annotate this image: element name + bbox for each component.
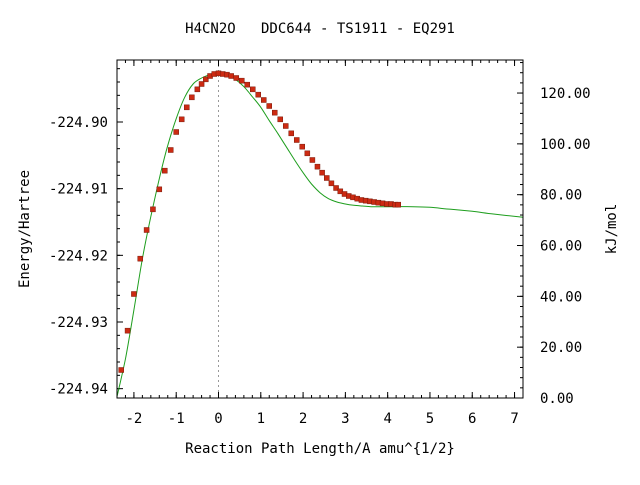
irc-point	[314, 163, 321, 170]
irc-point	[266, 103, 272, 109]
irc-point	[178, 116, 185, 123]
irc-point	[150, 206, 156, 213]
irc-point	[194, 86, 201, 93]
irc-point	[124, 327, 131, 334]
irc-point	[309, 157, 316, 163]
irc-point	[261, 97, 267, 103]
y-left-tick-label: -224.90	[49, 115, 108, 131]
y-axis-right-label: kJ/mol	[604, 204, 620, 255]
irc-point	[250, 86, 256, 93]
y-right-tick-label: 40.00	[540, 289, 582, 305]
irc-point	[239, 77, 245, 84]
irc-point	[173, 129, 179, 135]
y-left-tick-label: -224.92	[49, 248, 108, 264]
irc-point	[304, 150, 311, 157]
irc-point	[156, 186, 163, 193]
x-axis-label: Reaction Path Length/A amu^{1/2}	[185, 441, 455, 457]
plot-frame	[116, 59, 524, 399]
irc-point	[167, 147, 174, 153]
irc-point	[162, 167, 168, 174]
y-left-tick-label: -224.93	[49, 315, 108, 331]
irc-point	[233, 75, 240, 81]
irc-point	[333, 185, 339, 191]
irc-point	[288, 130, 294, 137]
irc-point	[293, 137, 300, 143]
irc-point	[137, 255, 144, 262]
irc-point	[319, 169, 325, 176]
energy-curve	[116, 72, 524, 397]
irc-point	[271, 109, 278, 116]
y-right-tick-label: 0.00	[540, 391, 574, 407]
x-tick-label: 0	[214, 411, 222, 427]
y-right-tick-label: 100.00	[540, 137, 591, 153]
irc-point	[184, 104, 190, 111]
irc-point	[324, 175, 330, 181]
x-tick-label: 5	[426, 411, 434, 427]
irc-point	[328, 180, 335, 187]
x-tick-label: 7	[510, 411, 518, 427]
irc-point	[282, 123, 289, 129]
irc-point	[277, 116, 283, 123]
x-tick-label: 1	[257, 411, 265, 427]
irc-point	[131, 291, 137, 297]
x-tick-label: -2	[125, 411, 142, 427]
x-tick-label: 6	[468, 411, 476, 427]
irc-point	[244, 81, 251, 88]
irc-point	[395, 201, 401, 208]
irc-point	[118, 367, 124, 373]
y-right-tick-label: 60.00	[540, 239, 582, 255]
x-tick-label: -1	[168, 411, 185, 427]
y-axis-left-label: Energy/Hartree	[17, 170, 33, 288]
irc-point	[203, 76, 209, 83]
y-right-tick-label: 20.00	[540, 340, 582, 356]
irc-point	[228, 73, 234, 79]
x-tick-label: 2	[299, 411, 307, 427]
irc-point	[299, 143, 305, 150]
irc-point	[255, 91, 262, 98]
y-left-tick-label: -224.91	[49, 182, 108, 198]
irc-point	[189, 94, 195, 101]
y-right-tick-label: 120.00	[540, 86, 591, 102]
y-left-tick-label: -224.94	[49, 382, 108, 398]
y-right-tick-label: 80.00	[540, 188, 582, 204]
chart-title: H4CN2O DDC644 - TS1911 - EQ291	[185, 21, 455, 37]
irc-point	[143, 227, 150, 233]
irc-point	[198, 81, 205, 87]
x-tick-label: 3	[341, 411, 349, 427]
x-tick-label: 4	[383, 411, 391, 427]
plot-layer: -2 -1 0 1 2 3 4 5 6 7 -224.90 -224.91 -224.92 -224.93…	[49, 60, 591, 427]
